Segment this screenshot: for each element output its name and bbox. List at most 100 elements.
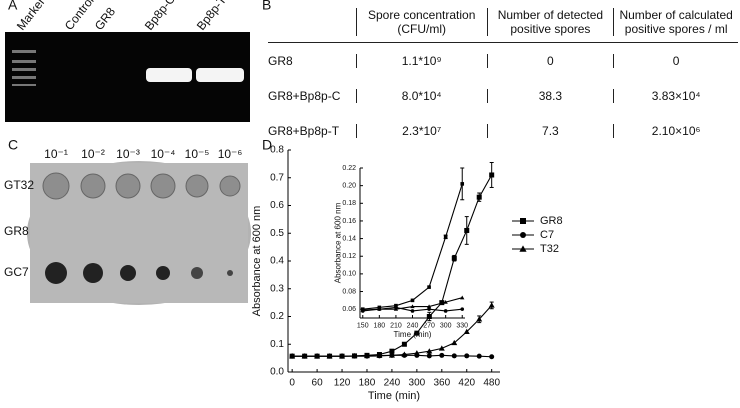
data-marker (443, 235, 448, 239)
table-header: Spore concentration (CFU/ml) Number of d… (268, 2, 738, 43)
x-tick-label: 300 (440, 323, 452, 330)
data-marker (410, 304, 415, 309)
data-marker (520, 232, 526, 238)
table-cell: 0 (486, 53, 614, 68)
data-marker (401, 341, 407, 347)
table-body: GR8 1.1*10⁹ 0 0 GR8+Bp8p-C 8.0*10⁴ 38.3 3.83×10… (268, 43, 738, 148)
strain-label: GT32 (4, 178, 34, 192)
data-marker (410, 309, 415, 313)
table-cell: 1.1*10⁹ (355, 53, 487, 68)
legend-label: C7 (540, 229, 554, 241)
data-marker (351, 352, 358, 359)
y-axis-title: Absorbance at 600 nm (251, 206, 263, 317)
strain-label: GR8 (4, 224, 29, 238)
y-tick-label: 0.16 (342, 218, 356, 225)
table-row: GR8 1.1*10⁹ 0 0 (268, 43, 738, 78)
panel-label: D (262, 137, 272, 153)
x-tick-label: 240 (407, 323, 419, 330)
data-marker (520, 218, 526, 224)
data-marker (427, 307, 431, 311)
x-tick-label: 360 (433, 378, 450, 389)
y-tick-label: 0.2 (270, 311, 284, 322)
data-marker (363, 352, 370, 359)
table-cell: 2.3*10⁷ (355, 123, 487, 138)
y-tick-label: 0.14 (342, 235, 356, 242)
panel-label: B (262, 0, 271, 13)
table-row: GR8+Bp8p-C 8.0*10⁴ 38.3 3.83×10⁴ (268, 78, 738, 113)
y-axis-title: Absorbance at 600 nm (333, 202, 342, 283)
data-marker (464, 227, 470, 233)
data-marker (438, 345, 445, 351)
colony-ring (185, 174, 209, 198)
legend-label: GR8 (540, 215, 563, 227)
y-tick-label: 0.12 (342, 253, 356, 260)
data-marker (301, 353, 308, 359)
table-cell: GR8+Bp8p-C (268, 88, 341, 103)
panel-label: C (8, 137, 18, 153)
colony-ring (219, 175, 241, 197)
data-marker (463, 328, 470, 335)
column-header: Number of calculated positive spores / m… (613, 8, 738, 36)
data-marker (393, 307, 399, 311)
y-tick-label: 0.22 (342, 165, 356, 172)
y-tick-label: 0.20 (342, 182, 356, 189)
table-cell: 3.83×10⁴ (613, 88, 738, 103)
x-tick-label: 330 (456, 323, 468, 330)
dilution-label: 10⁻⁴ (151, 147, 176, 161)
x-tick-label: 0 (289, 378, 295, 389)
lane-label: Control (62, 0, 97, 33)
data-marker (451, 255, 457, 261)
data-marker (388, 352, 395, 358)
table-row: GR8+Bp8p-T 2.3*10⁷ 7.3 2.10×10⁶ (268, 113, 738, 148)
x-tick-label: 480 (483, 378, 500, 389)
series-line (292, 305, 493, 357)
y-tick-label: 0.6 (270, 200, 284, 211)
lane-label: Bp8p-T (194, 0, 230, 33)
gel-band (196, 68, 244, 82)
data-marker (489, 354, 495, 360)
legend-label: T32 (540, 243, 559, 255)
y-tick-label: 0.1 (270, 339, 284, 350)
colony-spot (120, 265, 136, 281)
y-tick-label: 0.7 (270, 172, 284, 183)
y-tick-label: 0.5 (270, 228, 284, 239)
table-cell: GR8 (268, 53, 293, 68)
lane-label: Bp8p-C (142, 0, 178, 33)
data-marker (426, 348, 433, 354)
data-marker (460, 295, 465, 300)
y-tick-label: 0.18 (342, 200, 356, 207)
data-marker (451, 353, 457, 359)
y-tick-label: 0.4 (270, 256, 284, 267)
data-marker (426, 353, 432, 359)
table: Spore concentration (CFU/ml) Number of d… (268, 2, 738, 148)
table-cell: 0 (613, 53, 738, 68)
y-tick-label: 0.0 (270, 367, 284, 378)
colony-spot (227, 270, 233, 276)
x-axis-title: Time (min) (394, 330, 432, 339)
colony-ring (80, 173, 106, 199)
dilution-label: 10⁻³ (116, 147, 140, 161)
data-marker (339, 353, 346, 359)
data-marker (443, 309, 448, 313)
dilution-label: 10⁻⁶ (218, 147, 243, 161)
colony-spot (191, 267, 203, 279)
lane-label: GR8 (92, 4, 118, 32)
data-marker (414, 330, 420, 336)
dilution-label: 10⁻¹ (44, 147, 68, 161)
dilution-label: 10⁻² (81, 147, 105, 161)
colony-ring (42, 172, 70, 200)
dilution-label: 10⁻⁵ (185, 147, 210, 161)
colony-ring (150, 173, 176, 199)
column-header: Number of detected positive spores (486, 8, 614, 36)
data-marker (443, 299, 448, 304)
x-tick-label: 270 (423, 323, 435, 330)
data-marker (519, 245, 527, 252)
data-marker (464, 353, 470, 359)
data-marker (427, 285, 431, 289)
x-tick-label: 150 (357, 323, 369, 330)
table-cell: 8.0*10⁴ (355, 88, 487, 103)
x-tick-label: 240 (384, 378, 401, 389)
colony-ring (115, 173, 141, 199)
data-marker (489, 172, 495, 178)
x-tick-label: 300 (409, 378, 426, 389)
